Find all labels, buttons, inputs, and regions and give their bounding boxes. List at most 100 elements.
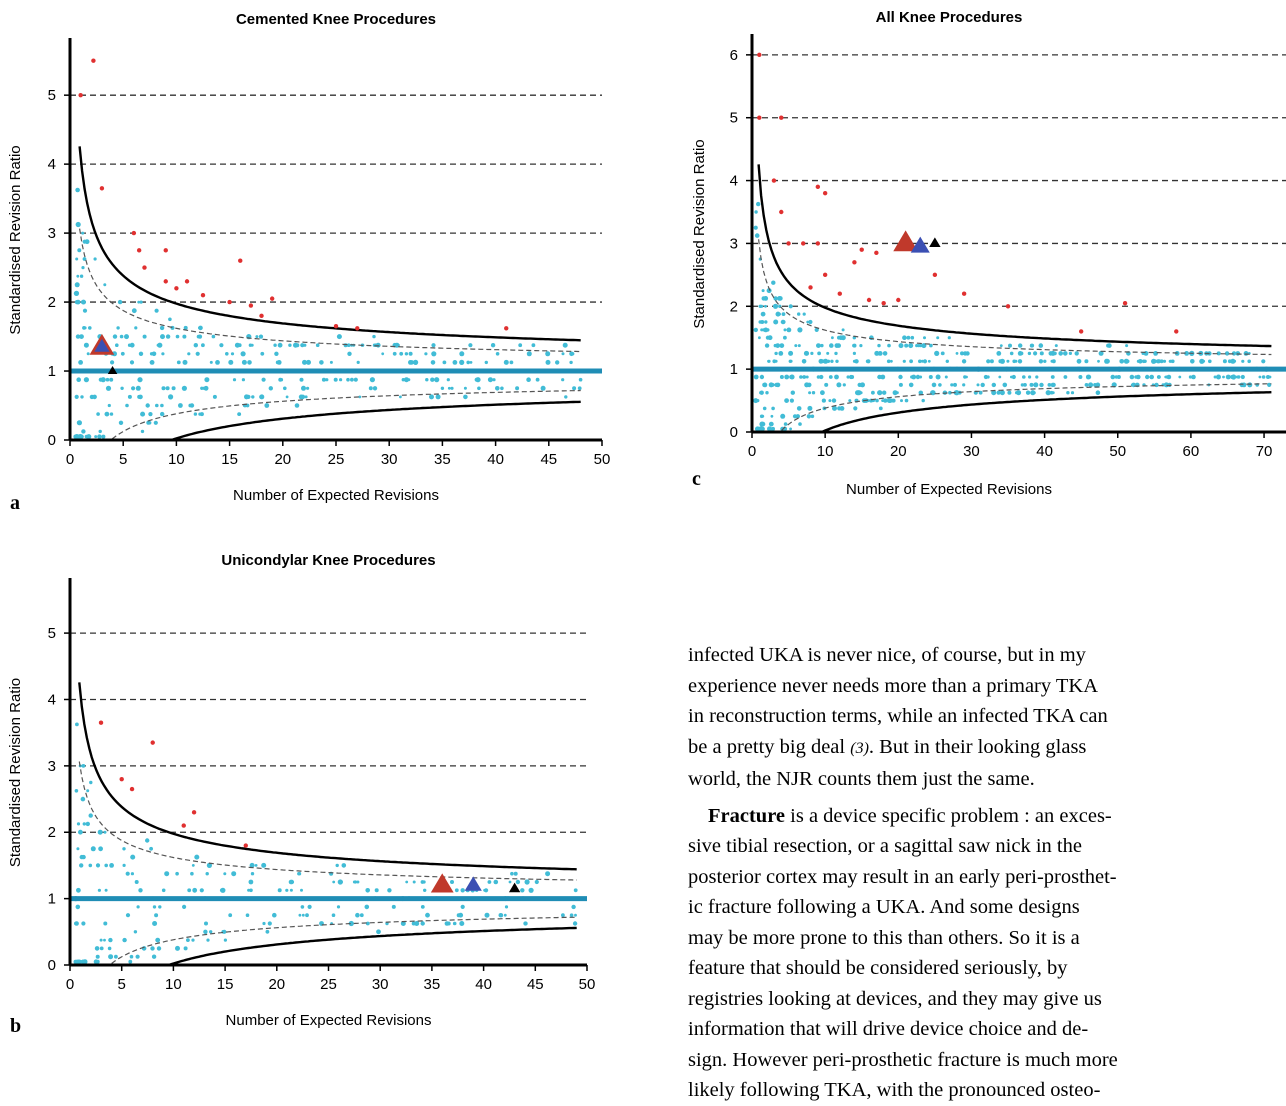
data-point — [103, 938, 106, 942]
chart-title: All Knee Procedures — [876, 9, 1023, 26]
data-point — [164, 871, 170, 877]
data-point — [849, 374, 854, 380]
data-point — [254, 864, 258, 867]
data-point — [523, 921, 528, 926]
text-line: be a pretty big deal (3). But in their l… — [688, 732, 1286, 765]
data-point — [1038, 359, 1044, 364]
data-point — [953, 382, 957, 387]
data-point — [980, 382, 985, 388]
data-point — [145, 403, 150, 408]
data-point — [938, 383, 942, 387]
data-point — [1076, 358, 1082, 364]
data-point — [96, 412, 100, 416]
data-point — [569, 913, 574, 917]
data-point — [1039, 383, 1043, 387]
data-point — [147, 421, 152, 425]
data-point — [1145, 374, 1150, 380]
data-point — [186, 938, 190, 942]
data-point — [355, 912, 360, 918]
data-point — [930, 390, 936, 396]
outer-limit-upper — [78, 146, 581, 342]
data-point — [848, 399, 852, 403]
data-point — [300, 888, 303, 892]
text-line: experience never needs more than a prima… — [688, 674, 1099, 697]
data-point — [1038, 343, 1044, 348]
y-tick-label: 1 — [48, 891, 56, 908]
data-point — [297, 872, 301, 876]
data-point — [910, 335, 915, 340]
data-point — [353, 377, 358, 382]
data-point — [321, 377, 326, 382]
outlier-point — [163, 279, 168, 284]
data-point — [75, 334, 81, 339]
data-point — [961, 359, 967, 364]
data-point — [770, 383, 775, 387]
data-point — [774, 359, 778, 363]
data-point — [288, 879, 294, 885]
outer-limit-lower — [822, 391, 1272, 432]
outlier-point — [131, 230, 137, 236]
data-point — [454, 888, 459, 893]
data-point — [860, 383, 865, 387]
data-point — [74, 394, 79, 399]
data-point — [545, 359, 551, 365]
data-point — [986, 375, 990, 379]
data-point — [798, 422, 802, 426]
data-point — [138, 395, 142, 399]
x-tick-label: 20 — [268, 976, 285, 993]
data-point — [134, 326, 138, 330]
data-point — [107, 946, 112, 951]
x-tick-label: 40 — [475, 976, 492, 993]
data-point — [890, 359, 893, 363]
data-point — [209, 360, 213, 364]
data-point — [1106, 343, 1111, 348]
text-fragment: is a device specific problem : an exces- — [785, 804, 1112, 827]
y-tick-label: 3 — [730, 235, 738, 252]
data-point — [1011, 374, 1016, 380]
data-point — [285, 395, 289, 399]
data-point — [855, 359, 859, 363]
data-point — [921, 398, 925, 403]
data-point — [786, 327, 792, 333]
data-point — [391, 904, 396, 909]
outlier-point — [932, 272, 938, 278]
data-point — [820, 390, 825, 396]
data-point — [784, 398, 789, 403]
data-point — [1178, 375, 1182, 379]
x-tick-label: 15 — [221, 451, 238, 468]
data-point — [90, 846, 96, 852]
outlier-point — [896, 297, 901, 303]
data-point — [555, 360, 560, 365]
data-point — [332, 880, 336, 884]
data-point — [352, 880, 356, 884]
outlier-point — [184, 279, 190, 284]
data-point — [1136, 359, 1140, 363]
data-point — [249, 888, 253, 893]
data-point — [175, 871, 179, 876]
data-point — [526, 378, 530, 382]
data-point — [819, 374, 824, 380]
inner-limit-upper — [78, 761, 577, 881]
data-point — [298, 394, 304, 400]
data-point — [153, 420, 158, 425]
outlier-point — [78, 92, 83, 98]
outlier-point — [504, 326, 509, 331]
data-point — [1134, 375, 1138, 379]
data-point — [1068, 351, 1072, 355]
data-point — [835, 359, 839, 363]
data-point — [125, 871, 130, 876]
y-tick-label: 1 — [48, 363, 56, 380]
data-point — [779, 343, 785, 348]
data-point — [1051, 359, 1056, 364]
data-point — [346, 377, 350, 382]
data-point — [572, 921, 578, 926]
data-point — [484, 912, 490, 918]
data-point — [140, 411, 146, 417]
data-point — [154, 308, 159, 313]
data-point — [826, 359, 831, 363]
data-point — [247, 360, 252, 365]
data-point — [75, 299, 81, 305]
data-point — [241, 378, 245, 382]
data-point — [203, 385, 209, 391]
data-point — [1162, 359, 1167, 363]
